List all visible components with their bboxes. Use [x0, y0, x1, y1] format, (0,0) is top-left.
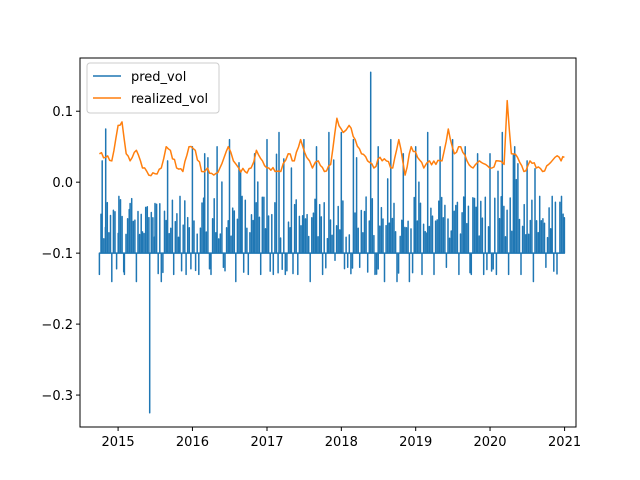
x-tick-label: 2017 — [250, 435, 283, 450]
y-axis: 0.1 0.0 −0.1 −0.2 −0.3 — [41, 105, 80, 404]
legend-label-pred-vol: pred_vol — [131, 70, 186, 85]
x-tick-label: 2015 — [102, 435, 135, 450]
series-line-pred-vol — [98, 71, 566, 414]
x-tick-label: 2019 — [399, 435, 432, 450]
plot-area — [98, 71, 566, 414]
y-tick-label: −0.2 — [41, 318, 73, 333]
legend: pred_vol realized_vol — [86, 62, 220, 114]
y-tick-label: 0.0 — [52, 176, 73, 191]
y-tick-label: 0.1 — [52, 105, 73, 120]
y-tick-label: −0.3 — [41, 389, 73, 404]
x-tick-label: 2021 — [548, 435, 581, 450]
y-tick-label: −0.1 — [41, 247, 73, 262]
x-tick-label: 2020 — [473, 435, 506, 450]
axes-frame — [79, 57, 577, 428]
legend-label-realized-vol: realized_vol — [131, 92, 208, 107]
x-tick-label: 2016 — [176, 435, 209, 450]
x-axis: 2015 2016 2017 2018 2019 2020 2021 — [102, 427, 581, 450]
x-tick-label: 2018 — [325, 435, 358, 450]
series-line-realized-vol — [99, 99, 565, 177]
